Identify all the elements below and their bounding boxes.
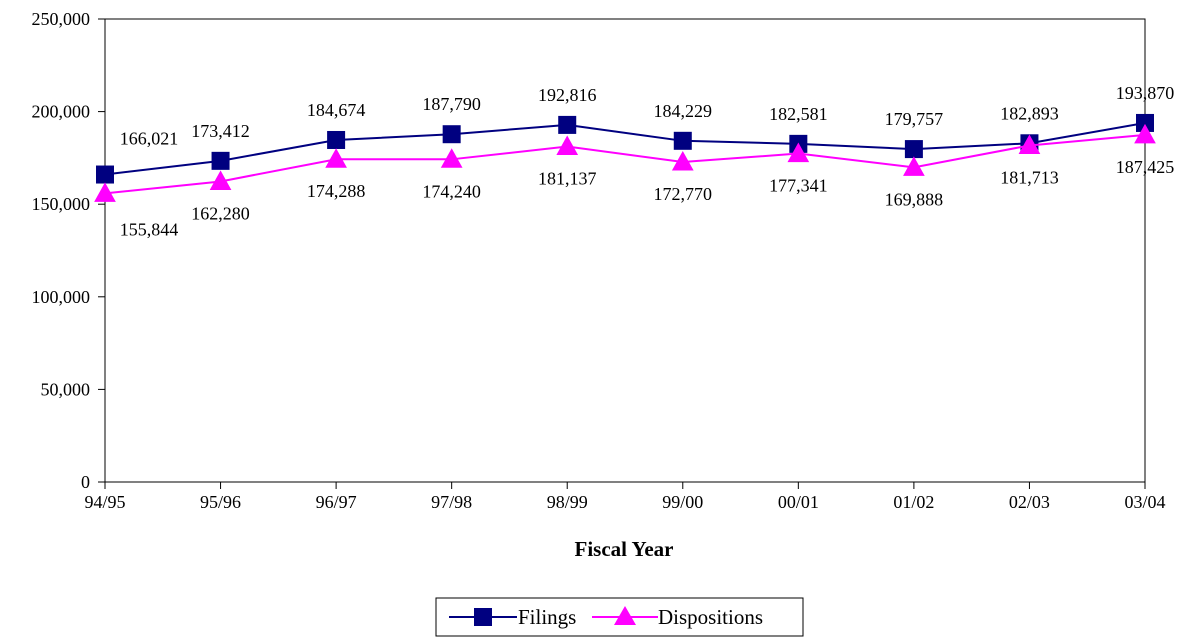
dispositions-marker	[787, 142, 810, 163]
filings-data-label: 192,816	[538, 85, 597, 105]
x-tick-label: 98/99	[547, 492, 588, 512]
dispositions-data-label: 172,770	[654, 184, 713, 204]
dispositions-line	[104, 133, 1146, 195]
y-tick-label: 0	[81, 472, 90, 492]
filings-marker	[327, 130, 346, 149]
y-tick-label: 250,000	[32, 9, 91, 29]
filings-line	[104, 121, 1146, 176]
filings-marker	[904, 140, 923, 159]
x-axis-title: Fiscal Year	[575, 537, 674, 561]
filings-data-label: 184,229	[654, 101, 713, 121]
x-tick-label: 94/95	[84, 492, 125, 512]
dispositions-marker	[209, 170, 232, 190]
x-tick-label: 99/00	[662, 492, 703, 512]
dispositions-marker	[903, 156, 925, 176]
dispositions-marker	[440, 148, 463, 168]
series-layer	[94, 113, 1156, 202]
filings-data-label: 187,790	[422, 94, 481, 114]
x-tick-label: 01/02	[893, 492, 934, 512]
filings-marker	[673, 131, 692, 150]
dispositions-data-label: 174,288	[307, 181, 366, 201]
filings-data-label: 166,021	[120, 129, 179, 149]
dispositions-data-label: 181,137	[538, 169, 597, 189]
legend: Filings Dispositions	[435, 597, 804, 637]
plot-area	[104, 18, 1146, 483]
dispositions-data-label: 181,713	[1000, 167, 1059, 187]
x-tick-label: 00/01	[778, 492, 819, 512]
y-tick-label: 50,000	[41, 379, 91, 399]
filings-marker	[211, 151, 230, 170]
filings-marker	[558, 115, 577, 134]
y-axis: 0 50,000 100,000 150,000 200,000 250,000	[32, 9, 105, 492]
y-tick-label: 100,000	[32, 287, 91, 307]
legend-marker-filings	[474, 608, 492, 626]
filings-marker	[442, 125, 461, 144]
y-tick-label: 150,000	[32, 194, 91, 214]
dispositions-marker	[325, 148, 347, 168]
x-tick-label: 96/97	[316, 492, 357, 512]
x-axis: 94/95 95/96 96/97 97/98 98/99 99/00 00/01 01/02…	[84, 482, 1166, 512]
filings-data-label: 193,870	[1116, 83, 1175, 103]
legend-marker-dispositions	[614, 606, 636, 625]
dispositions-data-label: 162,280	[191, 203, 250, 223]
filings-data-label: 179,757	[885, 109, 944, 129]
dispositions-data-label: 155,844	[120, 219, 179, 239]
dispositions-data-label: 187,425	[1116, 157, 1175, 177]
dispositions-marker	[94, 182, 116, 202]
filings-marker	[96, 165, 114, 184]
filings-data-label: 173,412	[191, 121, 250, 141]
dispositions-data-label: 174,240	[422, 181, 481, 201]
dispositions-data-label: 169,888	[885, 189, 944, 209]
dispositions-data-label: 177,341	[769, 176, 828, 196]
x-tick-label: 95/96	[200, 492, 241, 512]
dispositions-marker	[671, 151, 694, 171]
dispositions-marker	[556, 135, 579, 156]
x-tick-label: 03/04	[1124, 492, 1165, 512]
filings-data-label: 182,581	[769, 104, 828, 124]
filings-data-label: 182,893	[1000, 103, 1059, 123]
dispositions-marker	[1134, 123, 1156, 144]
filings-data-label: 184,674	[307, 100, 366, 120]
data-labels: 166,021 173,412 184,674 187,790 192,816 184,2…	[120, 83, 1175, 239]
legend-label-filings: Filings	[518, 605, 576, 629]
dispositions-marker	[1018, 134, 1041, 154]
y-tick-label: 200,000	[32, 102, 91, 122]
x-tick-label: 02/03	[1009, 492, 1050, 512]
legend-label-dispositions: Dispositions	[658, 605, 763, 629]
x-tick-label: 97/98	[431, 492, 472, 512]
